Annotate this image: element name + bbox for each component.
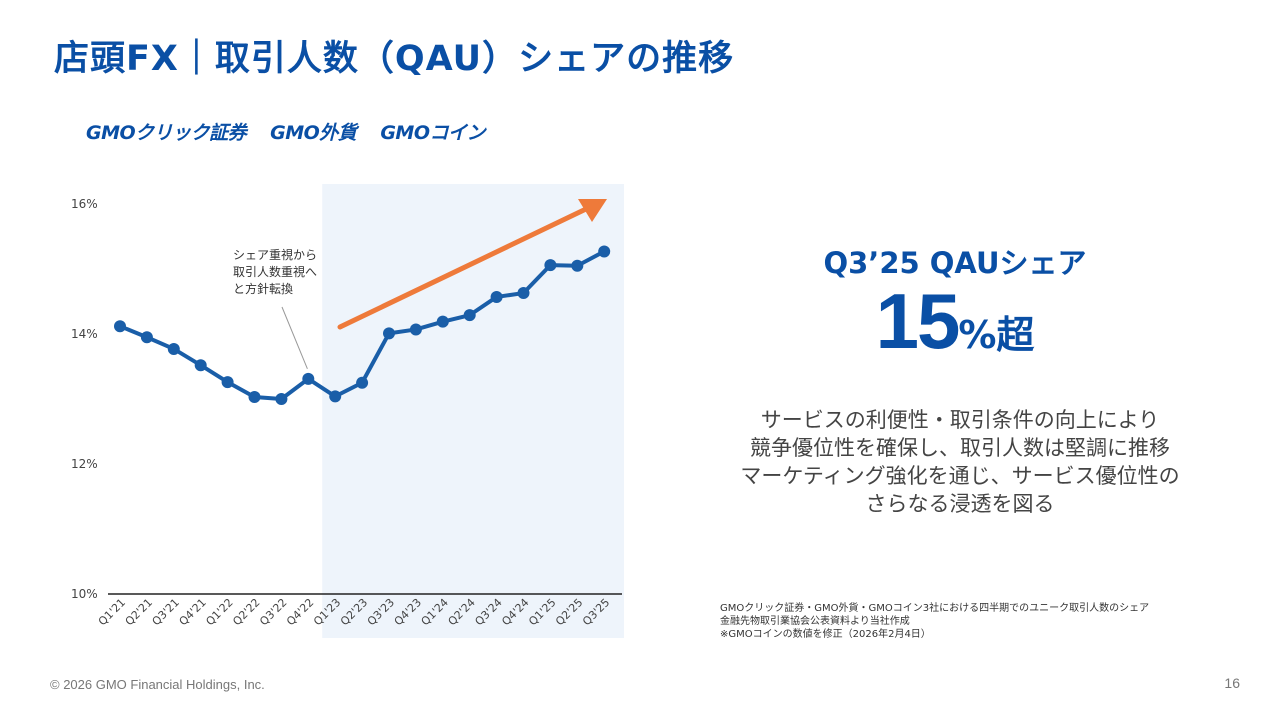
source-notes: GMOクリック証券・GMO外貨・GMOコイン3社における四半期でのユニーク取引人… xyxy=(720,602,1149,641)
note-line: GMOクリック証券・GMO外貨・GMOコイン3社における四半期でのユニーク取引人… xyxy=(720,603,1150,614)
data-point xyxy=(409,323,422,336)
highlight-band xyxy=(322,184,624,638)
description: サービスの利便性・取引条件の向上により 競争優位性を確保し、取引人数は堅調に推移… xyxy=(700,406,1220,518)
data-point xyxy=(356,376,369,389)
trend-arrow-head xyxy=(578,199,607,222)
logo-gmo-click: GMOクリック証券 xyxy=(86,122,247,144)
data-point xyxy=(167,342,180,355)
x-tick-label: Q2'22 xyxy=(230,596,262,628)
annotation-text: 取引人数重視へ xyxy=(233,264,317,279)
data-point xyxy=(490,290,503,303)
x-tick-label: Q1'21 xyxy=(96,596,128,628)
data-point xyxy=(248,391,261,404)
kpi-value: 15%超 xyxy=(790,282,1120,360)
annotation-leader xyxy=(281,306,308,370)
data-point xyxy=(140,331,153,344)
logo-row: GMOクリック証券 GMO外貨 GMOコイン xyxy=(86,118,509,145)
data-point xyxy=(114,320,126,333)
y-tick-label: 10% xyxy=(71,587,98,601)
data-point xyxy=(436,315,449,328)
data-point xyxy=(329,390,342,403)
data-point xyxy=(571,259,584,272)
kpi-label: Q3’25 QAUシェア xyxy=(823,246,1087,280)
data-point xyxy=(463,309,476,322)
data-point xyxy=(517,287,530,300)
x-tick-label: Q3'22 xyxy=(257,596,289,628)
y-tick-label: 12% xyxy=(71,457,98,471)
data-point xyxy=(221,376,234,389)
description-line: マーケティング強化を通じ、サービス優位性の xyxy=(740,464,1180,488)
data-point xyxy=(544,259,557,272)
description-line: サービスの利便性・取引条件の向上により xyxy=(760,408,1160,432)
page-title: 店頭FX｜取引人数（QAU）シェアの推移 xyxy=(54,39,735,79)
description-line: 競争優位性を確保し、取引人数は堅調に推移 xyxy=(750,436,1170,460)
logo-gmo-coin: GMOコイン xyxy=(380,122,485,144)
data-point xyxy=(194,359,207,372)
x-tick-label: Q4'21 xyxy=(177,596,209,628)
logo-gmo-gaika: GMO外貨 xyxy=(270,122,357,144)
note-line: ※GMOコインの数値を修正（2026年2月4日） xyxy=(720,629,931,640)
data-point xyxy=(383,327,395,340)
x-tick-label: Q3'21 xyxy=(150,596,182,628)
kpi-unit: %超 xyxy=(958,313,1035,357)
data-point xyxy=(302,372,315,385)
x-tick-label: Q2'21 xyxy=(123,596,155,628)
x-tick-label: Q4'22 xyxy=(284,596,316,628)
x-tick-label: Q1'22 xyxy=(203,596,235,628)
y-tick-label: 16% xyxy=(71,197,98,211)
description-line: さらなる浸透を図る xyxy=(865,492,1055,516)
copyright: © 2026 GMO Financial Holdings, Inc. xyxy=(50,677,265,692)
kpi-number: 15 xyxy=(875,277,961,365)
y-tick-label: 14% xyxy=(71,327,98,341)
data-point xyxy=(598,245,611,258)
trend-arrow-shaft xyxy=(337,206,589,330)
annotation-text: シェア重視から xyxy=(233,247,317,262)
page-number: 16 xyxy=(1224,675,1240,691)
annotation-text: と方針転換 xyxy=(233,281,293,296)
data-point xyxy=(275,393,288,405)
note-line: 金融先物取引業協会公表資料より当社作成 xyxy=(720,616,910,627)
